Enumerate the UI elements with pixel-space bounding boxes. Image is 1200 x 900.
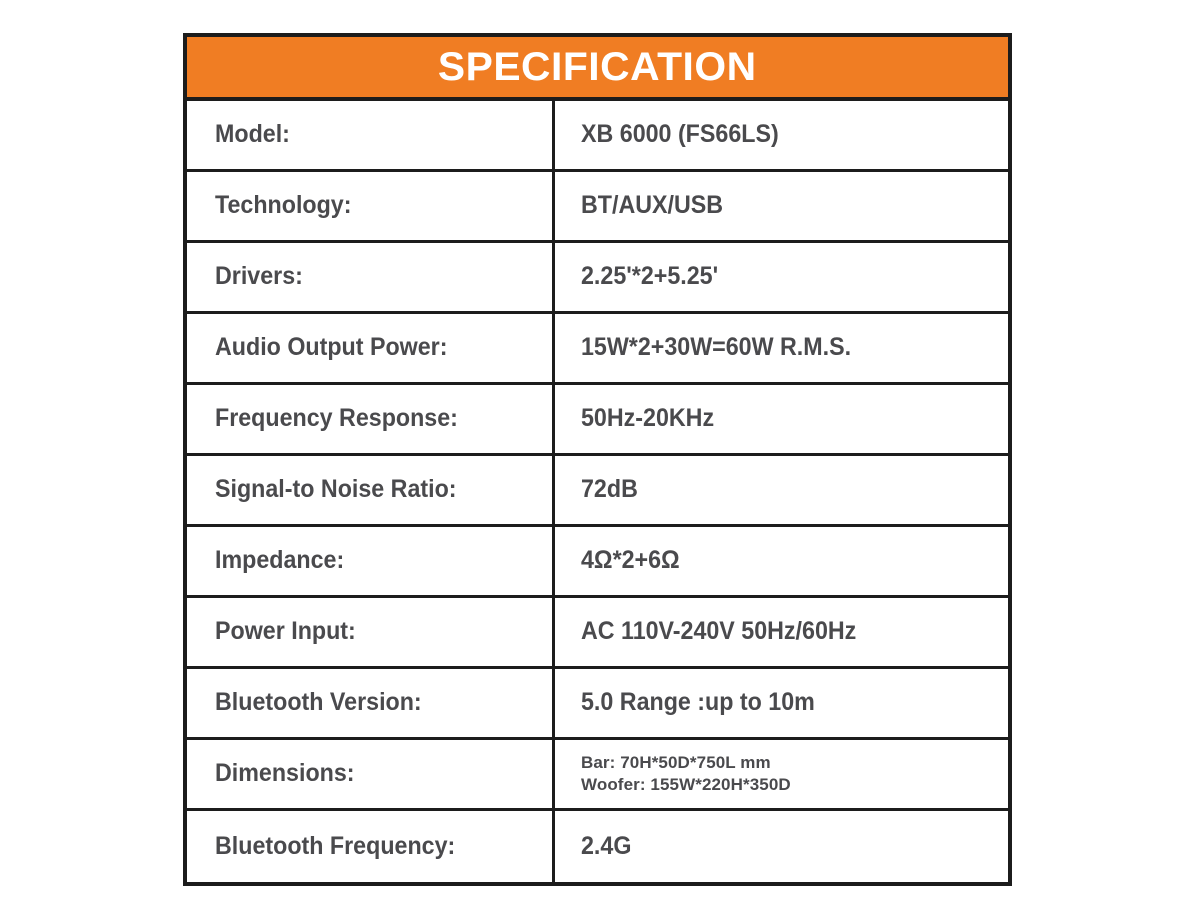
- spec-label-text: Impedance:: [215, 546, 345, 575]
- spec-label-power-input: Power Input:: [187, 598, 555, 666]
- spec-value-audio-output-power: 15W*2+30W=60W R.M.S.: [555, 314, 1008, 382]
- spec-label-impedance: Impedance:: [187, 527, 555, 595]
- table-row: Signal-to Noise Ratio: 72dB: [187, 456, 1008, 527]
- spec-label-audio-output-power: Audio Output Power:: [187, 314, 555, 382]
- spec-value-text: 5.0 Range :up to 10m: [581, 688, 815, 717]
- spec-label-dimensions: Dimensions:: [187, 740, 555, 808]
- spec-label-technology: Technology:: [187, 172, 555, 240]
- spec-value-text: 4Ω*2+6Ω: [581, 546, 680, 575]
- spec-value-frequency-response: 50Hz-20KHz: [555, 385, 1008, 453]
- spec-label-text: Drivers:: [215, 262, 303, 291]
- spec-label-frequency-response: Frequency Response:: [187, 385, 555, 453]
- spec-value-text: 2.4G: [581, 831, 632, 860]
- spec-label-text: Bluetooth Version:: [215, 688, 422, 717]
- table-row: Frequency Response: 50Hz-20KHz: [187, 385, 1008, 456]
- table-row: Technology: BT/AUX/USB: [187, 172, 1008, 243]
- spec-value-technology: BT/AUX/USB: [555, 172, 1008, 240]
- spec-value-bluetooth-version: 5.0 Range :up to 10m: [555, 669, 1008, 737]
- spec-value-model: XB 6000 (FS66LS): [555, 101, 1008, 169]
- table-title: SPECIFICATION: [438, 45, 757, 89]
- spec-label-text: Signal-to Noise Ratio:: [215, 475, 457, 504]
- spec-value-dimensions: Bar: 70H*50D*750L mm Woofer: 155W*220H*3…: [555, 740, 1008, 808]
- spec-value-power-input: AC 110V-240V 50Hz/60Hz: [555, 598, 1008, 666]
- table-row: Impedance: 4Ω*2+6Ω: [187, 527, 1008, 598]
- table-header-banner: SPECIFICATION: [187, 37, 1008, 101]
- spec-label-text: Technology:: [215, 191, 352, 220]
- spec-label-drivers: Drivers:: [187, 243, 555, 311]
- spec-label-text: Dimensions:: [215, 759, 355, 788]
- spec-label-signal-to-noise-ratio: Signal-to Noise Ratio:: [187, 456, 555, 524]
- spec-value-signal-to-noise-ratio: 72dB: [555, 456, 1008, 524]
- spec-label-model: Model:: [187, 101, 555, 169]
- spec-value-bluetooth-frequency: 2.4G: [555, 811, 1008, 882]
- table-row: Bluetooth Frequency: 2.4G: [187, 811, 1008, 882]
- specification-table: SPECIFICATION Model: XB 6000 (FS66LS) Te…: [183, 33, 1012, 886]
- spec-label-text: Power Input:: [215, 617, 356, 646]
- spec-value-text: BT/AUX/USB: [581, 191, 724, 220]
- table-row: Bluetooth Version: 5.0 Range :up to 10m: [187, 669, 1008, 740]
- table-row: Drivers: 2.25'*2+5.25': [187, 243, 1008, 314]
- spec-value-text: 15W*2+30W=60W R.M.S.: [581, 333, 852, 362]
- spec-label-text: Bluetooth Frequency:: [215, 831, 456, 860]
- spec-value-text: XB 6000 (FS66LS): [581, 120, 779, 149]
- spec-value-drivers: 2.25'*2+5.25': [555, 243, 1008, 311]
- spec-value-text: 50Hz-20KHz: [581, 404, 715, 433]
- spec-value-text-line2: Woofer: 155W*220H*350D: [581, 775, 791, 794]
- spec-value-impedance: 4Ω*2+6Ω: [555, 527, 1008, 595]
- table-row: Dimensions: Bar: 70H*50D*750L mm Woofer:…: [187, 740, 1008, 811]
- spec-value-text: 2.25'*2+5.25': [581, 262, 719, 291]
- spec-label-text: Model:: [215, 120, 290, 149]
- spec-label-text: Frequency Response:: [215, 404, 458, 433]
- spec-value-text-line1: Bar: 70H*50D*750L mm: [581, 752, 771, 772]
- table-row: Audio Output Power: 15W*2+30W=60W R.M.S.: [187, 314, 1008, 385]
- table-row: Model: XB 6000 (FS66LS): [187, 101, 1008, 172]
- spec-value-text: AC 110V-240V 50Hz/60Hz: [581, 617, 857, 646]
- spec-value-text: 72dB: [581, 475, 638, 504]
- spec-label-bluetooth-frequency: Bluetooth Frequency:: [187, 811, 555, 882]
- table-row: Power Input: AC 110V-240V 50Hz/60Hz: [187, 598, 1008, 669]
- spec-label-text: Audio Output Power:: [215, 333, 448, 362]
- spec-label-bluetooth-version: Bluetooth Version:: [187, 669, 555, 737]
